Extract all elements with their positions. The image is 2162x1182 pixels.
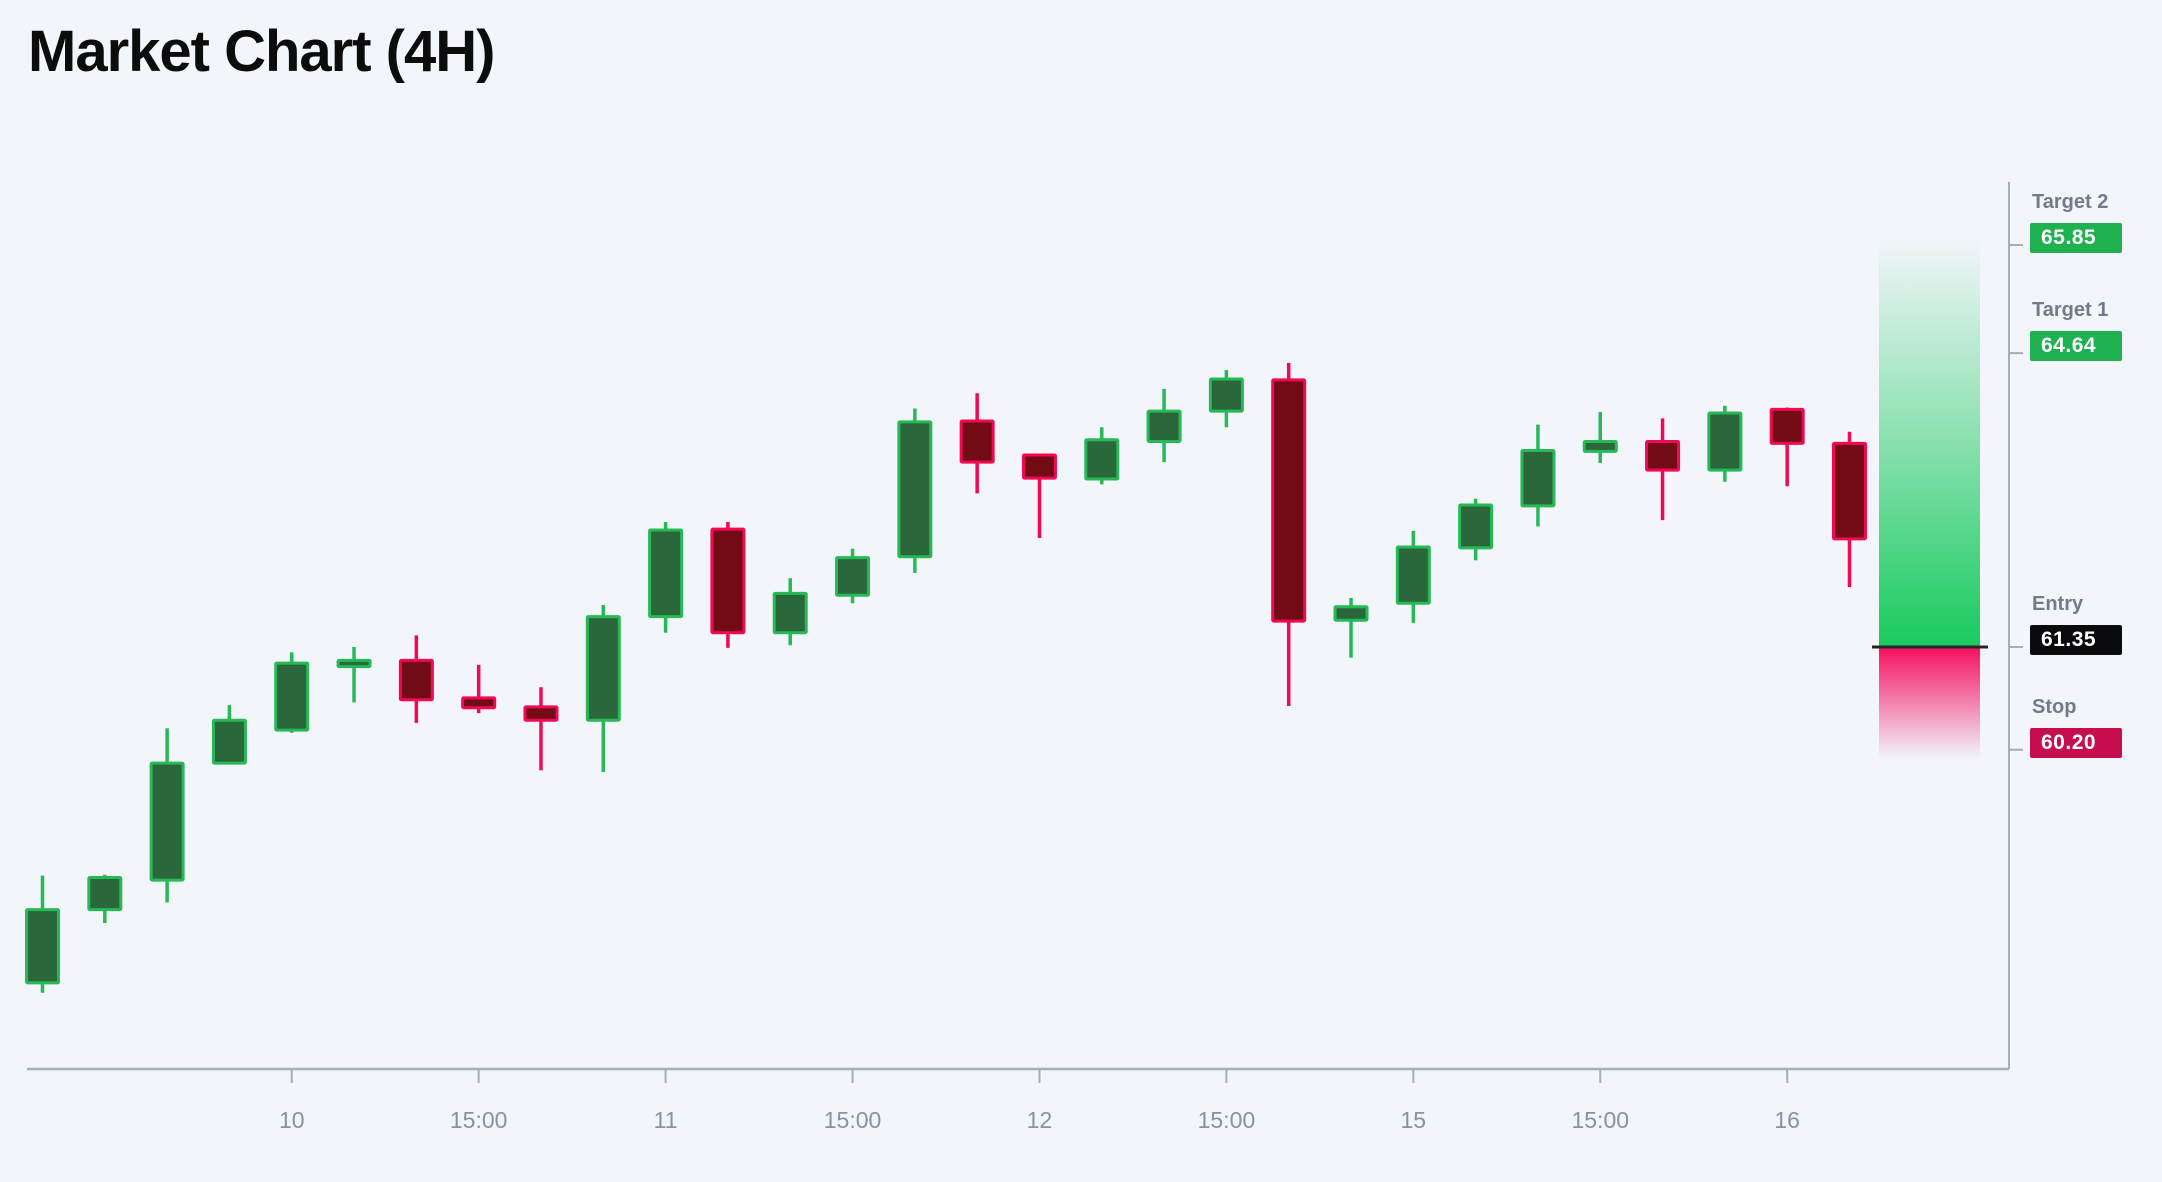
price-level-target-1: Target 1 64.64 — [2030, 299, 2162, 362]
stop-price-badge[interactable]: 60.20 — [2030, 727, 2122, 758]
candle-12 — [710, 521, 746, 648]
x-axis-label: 15:00 — [1198, 1107, 1256, 1133]
x-axis-label: 15:00 — [450, 1107, 508, 1133]
candle-1 — [25, 875, 60, 993]
target-1-price-badge[interactable]: 64.64 — [2030, 331, 2122, 362]
x-axis-label: 12 — [1027, 1107, 1053, 1133]
price-level-target-2: Target 2 65.85 — [2030, 191, 2162, 253]
target-2-label: Target 2 — [2032, 191, 2109, 213]
candles — [25, 362, 1867, 993]
candle-9 — [523, 687, 559, 771]
candle-17 — [1021, 453, 1057, 539]
trade-zone — [1872, 237, 1988, 759]
x-axis-label: 16 — [1774, 1107, 1800, 1133]
candle-5 — [274, 652, 310, 733]
axes: 10 15:00 11 15:00 12 15:00 15 15:00 16 — [27, 182, 2023, 1133]
price-level-entry: Entry 61.35 — [2030, 593, 2162, 655]
candle-18 — [1084, 427, 1120, 485]
candle-21 — [1271, 362, 1307, 706]
x-axis-label: 15:00 — [824, 1107, 882, 1133]
target-1-label: Target 1 — [2032, 299, 2109, 322]
candle-2 — [87, 874, 123, 924]
candle-30 — [1831, 431, 1867, 588]
x-axis-label: 11 — [654, 1107, 678, 1133]
candle-16 — [959, 393, 995, 494]
candle-22 — [1333, 597, 1369, 658]
entry-price-badge[interactable]: 61.35 — [2030, 625, 2122, 655]
candle-8 — [461, 664, 497, 714]
candle-14 — [835, 548, 871, 604]
stop-label: Stop — [2032, 695, 2077, 718]
candle-13 — [772, 578, 808, 646]
candle-6 — [336, 647, 372, 703]
x-axis-label: 15 — [1401, 1107, 1427, 1133]
price-level-stop: Stop 60.20 — [2030, 696, 2162, 758]
entry-label: Entry — [2032, 593, 2084, 615]
page-title: Market Chart (4H) — [28, 19, 495, 84]
target-2-price-badge[interactable]: 65.85 — [2030, 223, 2122, 253]
candle-29 — [1769, 407, 1805, 487]
candle-4 — [211, 705, 247, 765]
candle-19 — [1146, 388, 1182, 463]
candle-3 — [149, 728, 185, 903]
x-axis-label: 10 — [279, 1107, 305, 1133]
profit-zone — [1879, 237, 1980, 648]
candle-25 — [1520, 424, 1556, 527]
candle-27 — [1645, 418, 1681, 521]
candle-11 — [648, 521, 684, 633]
candle-10 — [585, 605, 621, 773]
candle-15 — [897, 408, 933, 573]
loss-zone — [1879, 647, 1980, 759]
candle-28 — [1707, 405, 1743, 482]
candle-24 — [1458, 498, 1494, 561]
candle-20 — [1208, 370, 1244, 428]
candle-7 — [398, 635, 434, 723]
x-axis-label: 15:00 — [1571, 1107, 1629, 1133]
candle-26 — [1582, 412, 1618, 463]
candle-23 — [1395, 530, 1431, 623]
